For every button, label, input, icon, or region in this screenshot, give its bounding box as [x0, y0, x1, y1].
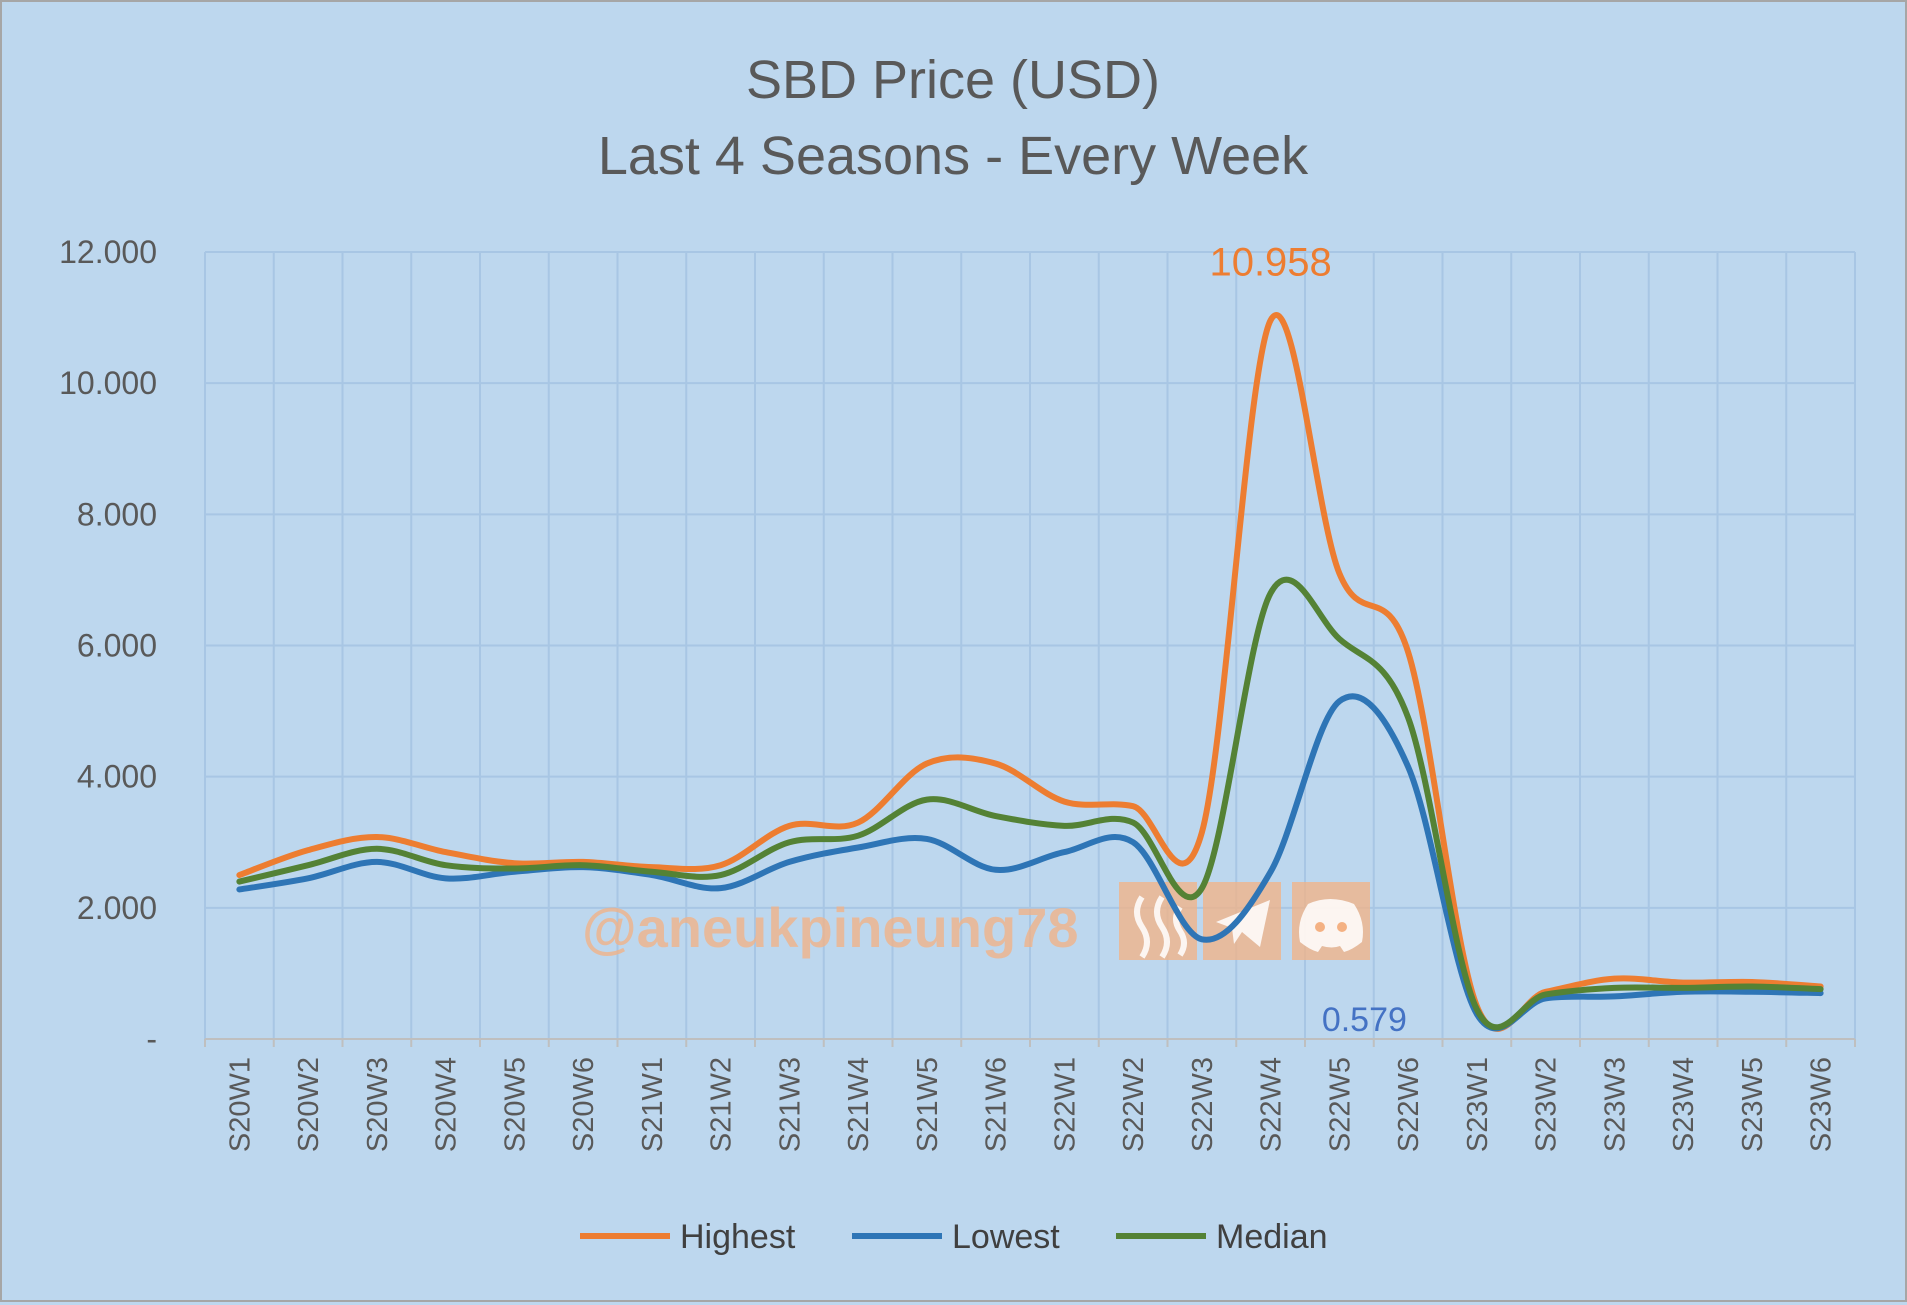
- legend-label-highest: Highest: [680, 1218, 796, 1256]
- x-tick-label-s21w2: S21W2: [706, 1057, 738, 1152]
- data-annotations: 10.958 0.579: [1209, 240, 1406, 1039]
- x-tick-label-s20w4: S20W4: [431, 1057, 463, 1152]
- y-tick-label-2-000: 2.000: [77, 890, 157, 926]
- x-tick-label-s23w6: S23W6: [1806, 1057, 1838, 1152]
- x-tick-label-s20w2: S20W2: [293, 1057, 325, 1152]
- watermark-text: @aneukpineung78: [582, 896, 1078, 959]
- x-tick-label-s22w1: S22W1: [1049, 1057, 1081, 1152]
- series-median: [236, 576, 1824, 1031]
- x-tick-label-s23w2: S23W2: [1531, 1057, 1563, 1152]
- legend-item-highest: Highest: [580, 1218, 796, 1256]
- y-tick-label-8-000: 8.000: [77, 496, 157, 532]
- x-tick-label-s20w6: S20W6: [568, 1057, 600, 1152]
- x-axis-tick-labels: S20W1 S20W2 S20W3 S20W4 S20W5 S20W6 S21W1 S21W2…: [224, 1057, 1837, 1152]
- x-tick-label-s23w4: S23W4: [1668, 1057, 1700, 1152]
- y-tick-label-12-000: 12.000: [59, 234, 157, 270]
- series-lines: [236, 312, 1824, 1032]
- chart-title-line-1: SBD Price (USD): [746, 50, 1160, 110]
- y-axis-tick-labels: - 2.000 4.000 6.000 8.000 10.000 12.000: [59, 234, 157, 1057]
- watermark: @aneukpineung78: [582, 882, 1370, 960]
- x-tick-label-s22w6: S22W6: [1393, 1057, 1425, 1152]
- x-tick-label-s22w4: S22W4: [1256, 1057, 1288, 1152]
- x-tick-label-s21w5: S21W5: [912, 1057, 944, 1152]
- x-tick-label-s20w3: S20W3: [362, 1057, 394, 1152]
- legend-label-lowest: Lowest: [952, 1218, 1060, 1256]
- x-tick-label-s21w4: S21W4: [843, 1057, 875, 1152]
- x-tick-label-s22w2: S22W2: [1118, 1057, 1150, 1152]
- x-tick-label-s20w1: S20W1: [224, 1057, 256, 1152]
- x-tick-label-s22w5: S22W5: [1324, 1057, 1356, 1152]
- y-tick-label-6-000: 6.000: [77, 628, 157, 664]
- x-tick-label-s23w5: S23W5: [1737, 1057, 1769, 1152]
- legend: Highest Lowest Median: [580, 1218, 1328, 1256]
- x-tick-label-s23w3: S23W3: [1599, 1057, 1631, 1152]
- x-tick-label-s21w1: S21W1: [637, 1057, 669, 1152]
- legend-item-median: Median: [1116, 1218, 1328, 1256]
- annotation-highest: 10.958: [1209, 240, 1331, 284]
- telegram-icon: [1203, 882, 1281, 960]
- chart-title-line-2: Last 4 Seasons - Every Week: [598, 126, 1309, 186]
- discord-icon: [1292, 882, 1370, 960]
- legend-item-lowest: Lowest: [852, 1218, 1060, 1256]
- x-tick-label-s22w3: S22W3: [1187, 1057, 1219, 1152]
- y-tick-label-10-000: 10.000: [59, 365, 157, 401]
- y-tick-label-4-000: 4.000: [77, 759, 157, 795]
- y-tick-label-zero: -: [146, 1021, 157, 1057]
- legend-label-median: Median: [1216, 1218, 1328, 1256]
- x-tick-label-s21w6: S21W6: [981, 1057, 1013, 1152]
- x-tick-label-s20w5: S20W5: [499, 1057, 531, 1152]
- annotation-lowest: 0.579: [1322, 1001, 1407, 1039]
- x-tick-label-s21w3: S21W3: [774, 1057, 806, 1152]
- series-line-median: [236, 576, 1824, 1031]
- x-tick-label-s23w1: S23W1: [1462, 1057, 1494, 1152]
